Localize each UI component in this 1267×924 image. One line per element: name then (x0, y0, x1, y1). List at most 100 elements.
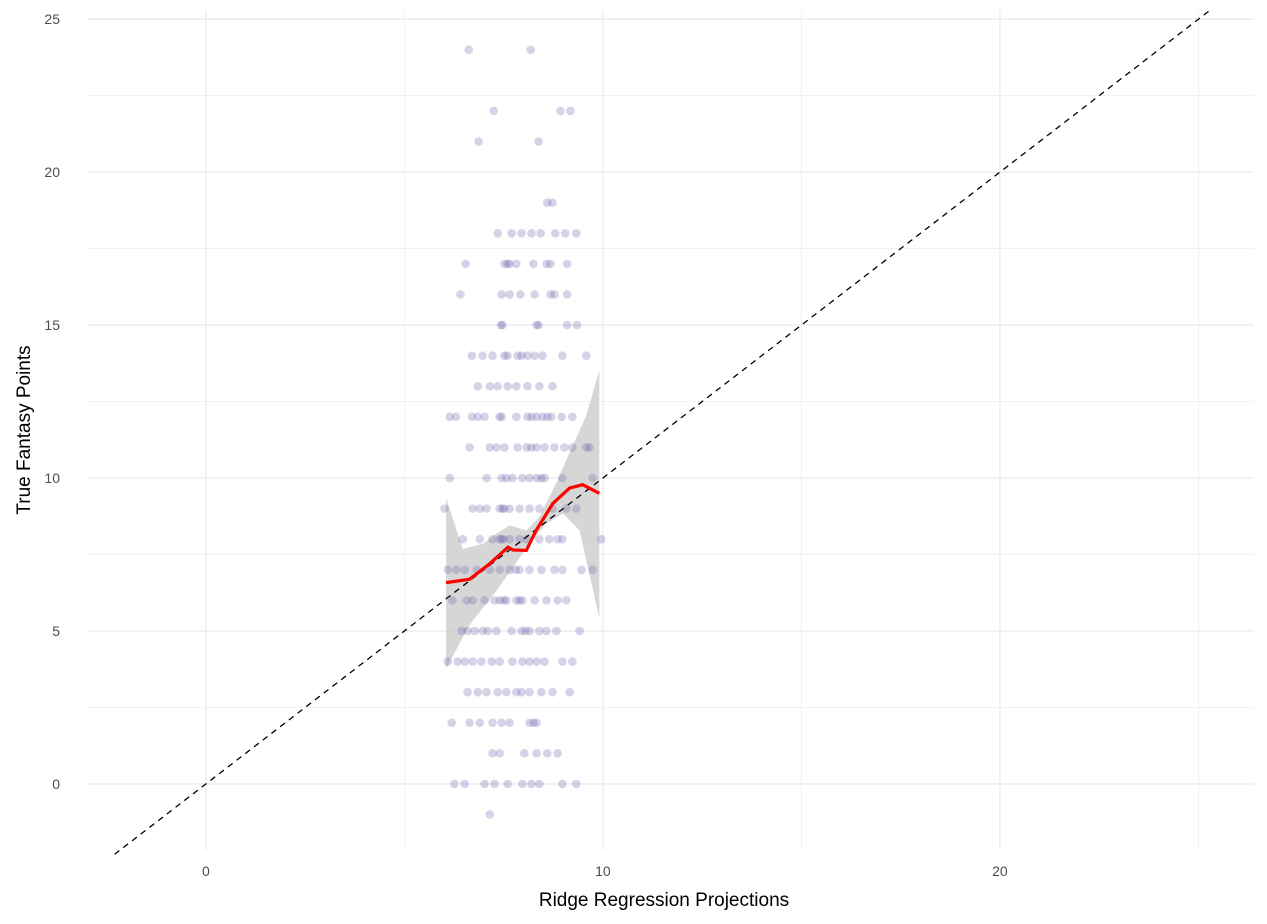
data-point (460, 779, 470, 789)
data-point (558, 565, 567, 575)
data-point (468, 504, 477, 513)
data-point (553, 596, 562, 605)
data-point (482, 687, 491, 697)
data-point (452, 565, 461, 575)
data-point (495, 596, 504, 605)
data-point (468, 657, 477, 666)
data-point (526, 45, 535, 55)
data-point (540, 473, 549, 483)
data-point (523, 412, 532, 422)
data-point (488, 351, 497, 360)
data-point (568, 412, 577, 422)
data-point (480, 596, 489, 605)
data-point (508, 657, 517, 666)
data-point (532, 412, 541, 422)
data-point (473, 412, 483, 422)
y-tick-label: 10 (44, 470, 60, 486)
data-point (495, 657, 504, 666)
data-point (558, 657, 567, 666)
data-point (553, 749, 562, 758)
data-point (500, 504, 509, 513)
data-point (532, 749, 541, 758)
data-point (572, 229, 581, 238)
x-tick-label: 10 (595, 863, 611, 879)
data-point (511, 565, 520, 575)
y-tick-label: 15 (44, 317, 60, 333)
data-point (538, 351, 547, 360)
data-point (513, 443, 522, 452)
data-point (568, 443, 577, 452)
data-point (482, 473, 491, 483)
data-point (558, 351, 567, 360)
data-point (489, 106, 499, 116)
data-point (552, 626, 561, 636)
data-point (548, 381, 557, 391)
data-point (467, 351, 477, 360)
data-point (525, 473, 534, 483)
data-point (503, 381, 512, 391)
data-point (536, 229, 545, 238)
data-point (548, 198, 557, 208)
data-point (525, 565, 534, 575)
data-point (527, 779, 536, 789)
data-point (490, 596, 499, 605)
data-point (512, 412, 521, 422)
data-point (517, 229, 526, 238)
data-point (572, 779, 581, 789)
data-point (443, 657, 452, 666)
data-point (485, 565, 495, 575)
data-point (505, 534, 514, 544)
data-point (581, 351, 591, 360)
data-point (517, 626, 526, 636)
data-point (512, 259, 521, 269)
data-point (588, 473, 597, 483)
data-point (543, 198, 552, 208)
tick-labels: 0 10 20 0 5 10 15 20 25 (44, 11, 1007, 879)
data-point (495, 534, 504, 544)
data-point (462, 596, 472, 605)
data-point (512, 596, 521, 605)
data-point (460, 565, 470, 575)
data-point (460, 657, 470, 666)
data-point (532, 320, 541, 330)
data-point (532, 718, 541, 728)
data-point (505, 718, 514, 728)
smooth-line (445, 483, 601, 585)
data-point (550, 565, 559, 575)
data-point (523, 381, 532, 391)
data-point (447, 718, 456, 728)
data-point (597, 534, 606, 544)
data-point (497, 473, 506, 483)
data-point (558, 779, 567, 789)
data-point (517, 351, 526, 360)
y-axis-title: True Fantasy Points (14, 345, 35, 514)
data-point (532, 657, 541, 666)
data-point (480, 412, 489, 422)
data-point (457, 626, 466, 636)
data-point (473, 381, 483, 391)
data-point (475, 504, 485, 513)
data-point (450, 779, 459, 789)
points (440, 45, 606, 819)
data-point (540, 657, 549, 666)
data-point (507, 626, 516, 636)
data-point (525, 626, 534, 636)
data-point (525, 687, 534, 697)
data-point (518, 473, 527, 483)
data-point (538, 412, 547, 422)
data-point (503, 779, 512, 789)
data-point (527, 229, 536, 238)
data-point (495, 749, 504, 758)
data-point (475, 534, 485, 544)
data-point (525, 657, 534, 666)
data-point (534, 320, 543, 330)
data-point (542, 626, 551, 636)
data-point (500, 443, 509, 452)
data-point (492, 626, 501, 636)
data-point (448, 596, 457, 605)
data-point (497, 412, 506, 422)
data-point (522, 443, 531, 452)
data-point (498, 504, 507, 513)
data-point (518, 657, 527, 666)
